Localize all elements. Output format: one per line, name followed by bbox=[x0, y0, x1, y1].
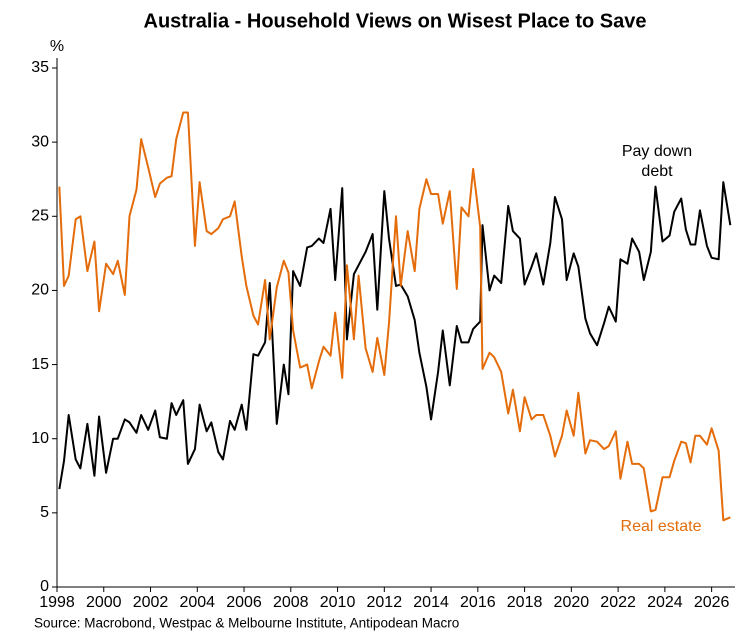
y-tick-label: 30 bbox=[31, 133, 49, 150]
x-tick-label: 2022 bbox=[600, 594, 636, 611]
y-axis-label: % bbox=[50, 38, 64, 55]
x-tick-label: 2006 bbox=[226, 594, 262, 611]
y-tick-label: 35 bbox=[31, 59, 49, 76]
x-tick-label: 2018 bbox=[507, 594, 543, 611]
x-tick-label: 1998 bbox=[39, 594, 75, 611]
y-tick-label: 0 bbox=[40, 578, 49, 595]
x-tick-label: 2012 bbox=[367, 594, 403, 611]
x-tick-label: 2002 bbox=[133, 594, 169, 611]
y-tick-label: 25 bbox=[31, 208, 49, 225]
series-line bbox=[58, 181, 732, 490]
legend-label: Real estate bbox=[620, 518, 702, 535]
y-tick-label: 5 bbox=[40, 504, 49, 521]
legend-label: Pay down debt bbox=[621, 143, 693, 180]
x-tick-label: 2008 bbox=[273, 594, 309, 611]
x-tick-label: 2016 bbox=[460, 594, 496, 611]
series-line bbox=[58, 111, 731, 522]
x-tick-label: 2026 bbox=[694, 594, 730, 611]
x-tick-label: 2004 bbox=[179, 594, 215, 611]
source-note: Source: Macrobond, Westpac & Melbourne I… bbox=[34, 616, 459, 631]
x-tick-label: 2014 bbox=[413, 594, 449, 611]
x-tick-label: 2010 bbox=[320, 594, 356, 611]
y-tick-label: 15 bbox=[31, 356, 49, 373]
x-tick-label: 2000 bbox=[86, 594, 122, 611]
y-tick-label: 10 bbox=[31, 430, 49, 447]
y-tick-label: 20 bbox=[31, 282, 49, 299]
x-tick-label: 2020 bbox=[554, 594, 590, 611]
chart-title: Australia - Household Views on Wisest Pl… bbox=[144, 10, 647, 32]
x-tick-label: 2024 bbox=[647, 594, 683, 611]
